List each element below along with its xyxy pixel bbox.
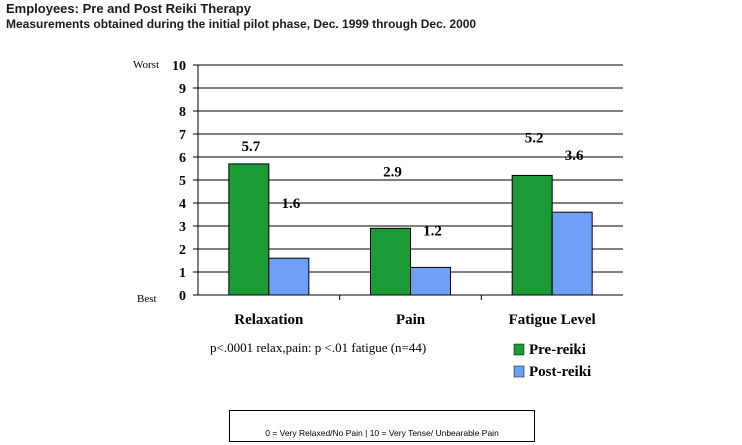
bar-post-2 [551, 211, 593, 296]
y-tick-label: 1 [179, 266, 186, 281]
x-tick-label: Pain [396, 312, 426, 328]
y-tick-label: 6 [179, 151, 186, 166]
chart-subtitle: Measurements obtained during the initial… [6, 17, 477, 31]
data-label: 5.7 [241, 139, 260, 155]
bar-pre-0 [228, 163, 270, 296]
y-bottom-label: Best [137, 293, 157, 305]
y-tick-label: 2 [179, 243, 186, 258]
scale-footnote: 0 = Very Relaxed/No Pain | 10 = Very Ten… [229, 410, 535, 442]
data-label: 2.9 [383, 164, 402, 180]
bar-pre-2 [511, 174, 553, 296]
legend-label: Post-reiki [529, 364, 591, 380]
y-tick-label: 8 [179, 105, 186, 120]
y-tick-label: 4 [179, 197, 186, 212]
y-tick-label: 3 [179, 220, 186, 235]
y-tick-label: 7 [179, 128, 186, 143]
legend-swatch [513, 365, 525, 378]
data-label: 5.2 [525, 130, 544, 146]
bar-post-1 [410, 266, 451, 296]
y-tick-label: 9 [179, 82, 186, 97]
significance-annotation: p<.0001 relax,pain: p <.01 fatigue (n=44… [210, 340, 426, 355]
legend-label: Pre-reiki [529, 342, 586, 358]
chart-title: Employees: Pre and Post Reiki Therapy [6, 1, 251, 16]
x-tick-label: Fatigue Level [509, 312, 596, 328]
bar-pre-1 [370, 227, 411, 296]
data-label: 3.6 [565, 148, 584, 164]
y-tick-label: 10 [172, 59, 186, 74]
bar-post-0 [268, 257, 310, 296]
y-tick-label: 5 [179, 174, 186, 189]
data-label: 1.2 [423, 223, 442, 239]
y-tick-label: 0 [179, 289, 186, 304]
data-label: 1.6 [281, 196, 300, 212]
y-top-label: Worst [133, 59, 159, 71]
x-tick-label: Relaxation [234, 312, 304, 328]
legend-swatch [513, 343, 525, 356]
